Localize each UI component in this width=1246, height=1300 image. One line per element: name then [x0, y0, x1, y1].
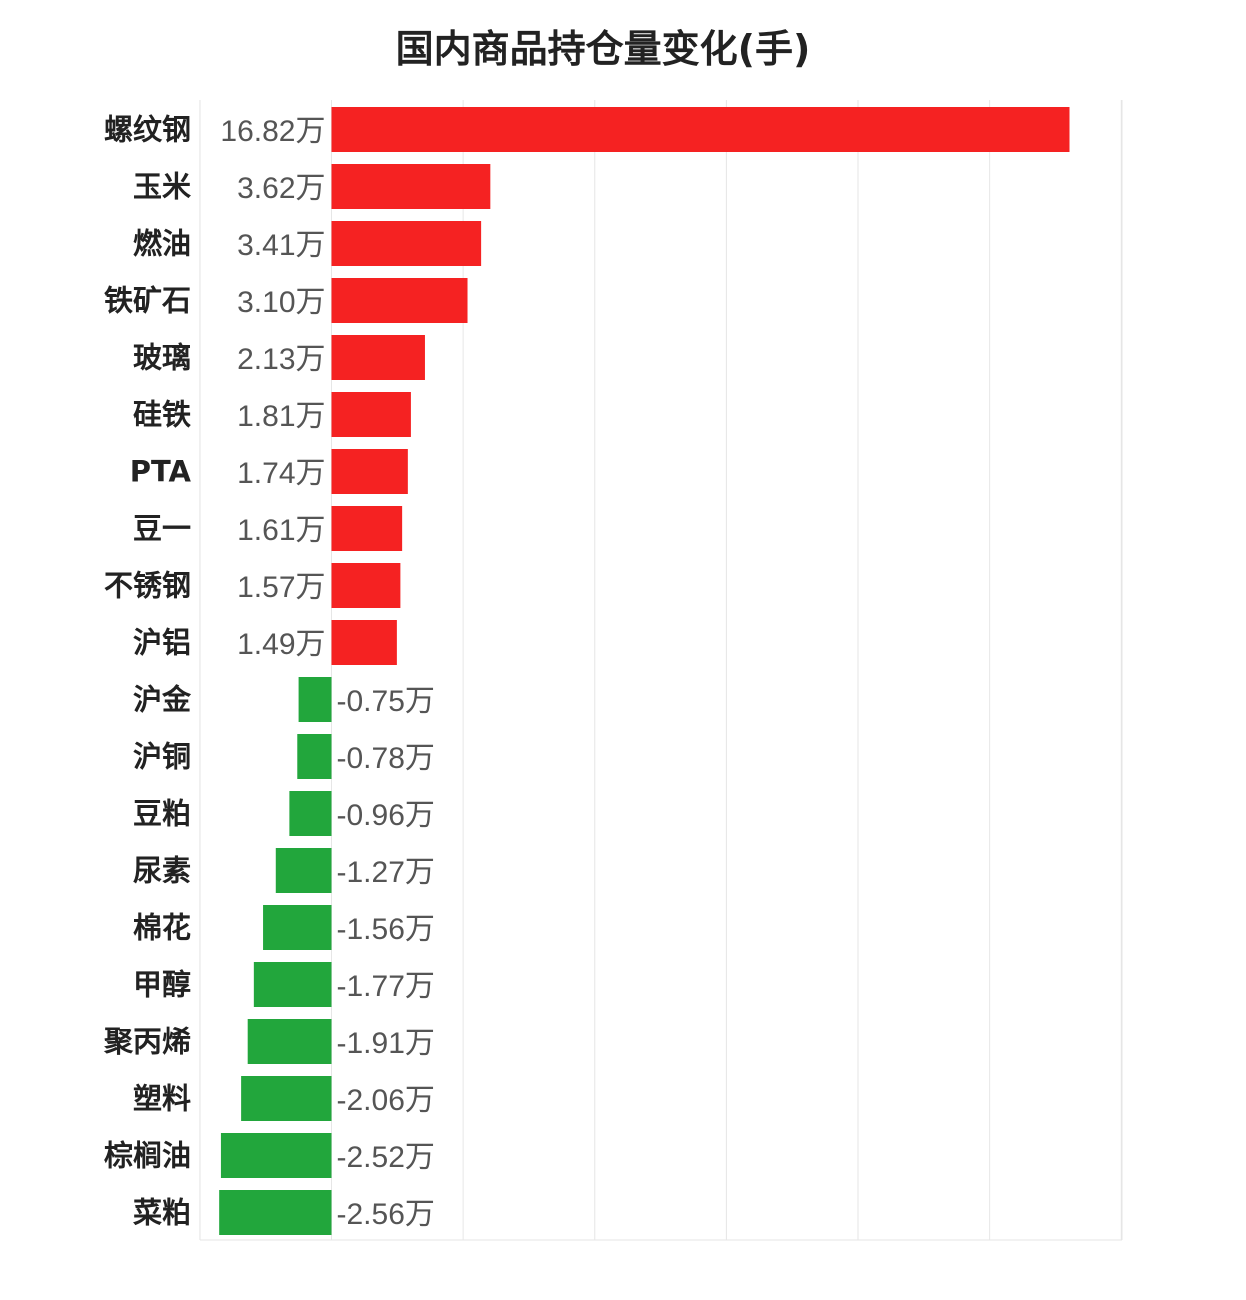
category-label: 沪金 [133, 683, 192, 717]
bars [219, 107, 1070, 1235]
value-label: 1.61万 [237, 514, 325, 547]
bar-8 [331, 563, 401, 608]
bar-18 [220, 1133, 332, 1178]
value-label: -0.75万 [337, 685, 435, 718]
category-label: 玻璃 [133, 341, 191, 375]
category-label: 螺纹钢 [104, 113, 191, 147]
value-label: 16.82万 [220, 115, 325, 148]
bar-5 [331, 392, 411, 437]
bar-4 [331, 335, 425, 380]
value-label: -0.78万 [337, 742, 435, 775]
category-label: 豆粕 [133, 797, 191, 831]
bar-1 [331, 164, 491, 209]
value-label: 3.62万 [237, 172, 325, 205]
category-label: 燃油 [133, 227, 191, 261]
value-label: 3.41万 [237, 229, 325, 262]
bar-13 [275, 848, 332, 893]
category-label: 尿素 [133, 854, 191, 888]
value-label: 3.10万 [237, 286, 325, 319]
category-label: 沪铝 [133, 626, 191, 660]
value-label: -1.77万 [337, 970, 435, 1003]
bar-3 [331, 278, 468, 323]
bar-17 [241, 1076, 332, 1121]
value-label: -0.96万 [337, 799, 435, 832]
value-label: -2.52万 [337, 1141, 435, 1174]
category-label: 沪铜 [133, 740, 191, 774]
category-label: 豆一 [133, 512, 191, 546]
category-label: 棕榈油 [104, 1139, 191, 1173]
bar-9 [331, 620, 397, 665]
bar-11 [297, 734, 332, 779]
category-label: 铁矿石 [104, 284, 191, 318]
bar-12 [289, 791, 332, 836]
bar-15 [253, 962, 332, 1007]
category-label: PTA [130, 455, 192, 489]
value-label: 1.81万 [237, 400, 325, 433]
bar-0 [331, 107, 1070, 152]
value-label: -2.56万 [337, 1198, 435, 1231]
value-label: 2.13万 [237, 343, 325, 376]
bar-10 [298, 677, 332, 722]
grid-lines [199, 100, 1123, 1241]
category-label: 棉花 [133, 911, 191, 945]
value-label: -1.91万 [337, 1027, 435, 1060]
chart-title: 国内商品持仓量变化(手) [395, 27, 811, 71]
value-label: -1.27万 [337, 856, 435, 889]
bar-16 [247, 1019, 332, 1064]
category-label: 菜粕 [133, 1196, 191, 1230]
bar-6 [331, 449, 408, 494]
value-label: -1.56万 [337, 913, 435, 946]
bar-7 [331, 506, 403, 551]
category-label: 甲醇 [133, 968, 191, 1002]
category-label: 塑料 [133, 1082, 191, 1116]
value-label: 1.49万 [237, 628, 325, 661]
value-label: -2.06万 [337, 1084, 435, 1117]
bar-19 [219, 1190, 332, 1235]
category-label: 不锈钢 [104, 569, 191, 603]
bar-2 [331, 221, 482, 266]
value-label: 1.74万 [237, 457, 325, 490]
bar-14 [263, 905, 332, 950]
category-label: 聚丙烯 [103, 1025, 191, 1059]
category-label: 玉米 [133, 170, 191, 204]
category-label: 硅铁 [133, 398, 191, 432]
value-label: 1.57万 [237, 571, 325, 604]
